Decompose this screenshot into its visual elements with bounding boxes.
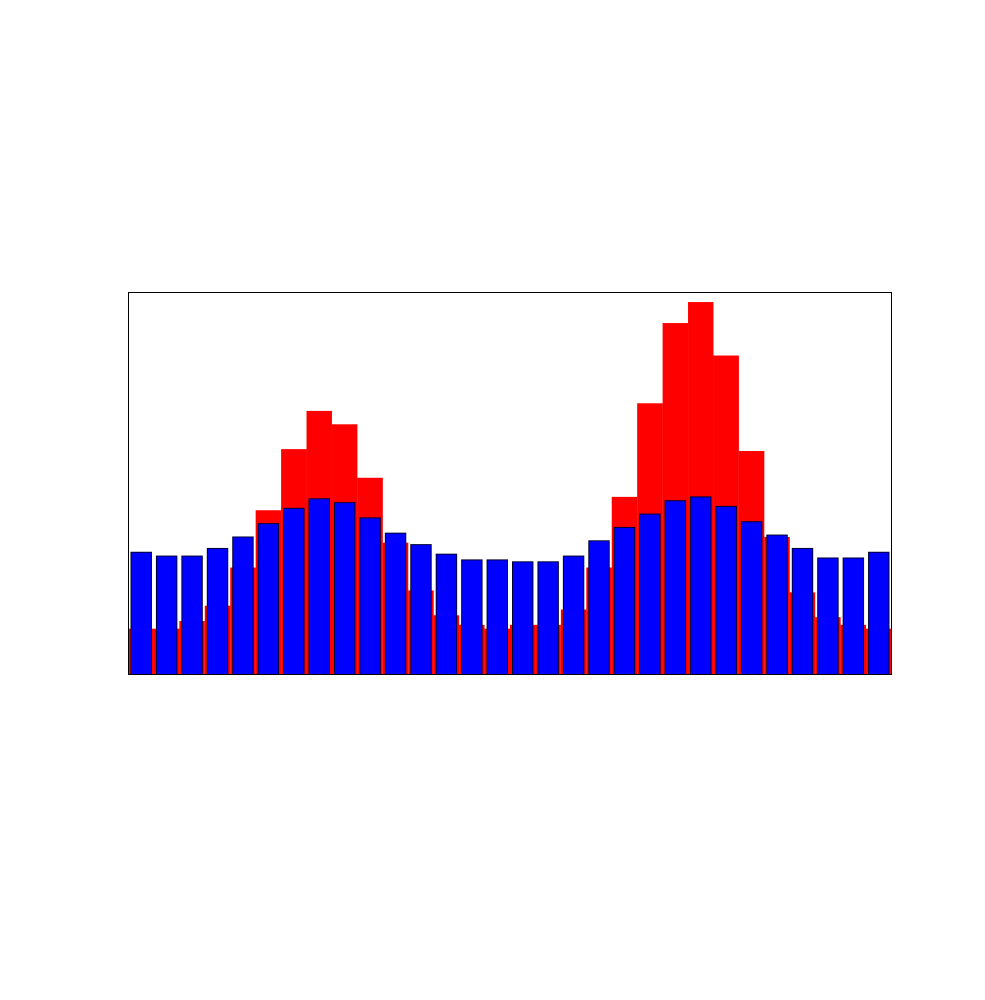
blue-bar-13 [435,553,458,675]
blue-bar-8 [308,498,330,675]
blue-bar-14 [461,559,483,676]
blue-bar-22 [664,500,687,675]
blue-bar-24 [715,505,737,676]
blue-bar-23 [690,496,712,675]
blue-bar-18 [562,555,585,676]
blue-bar-12 [410,544,432,675]
blue-bar-5 [232,536,254,675]
blue-bar-28 [817,557,839,675]
blue-bar-27 [791,547,814,675]
blue-bar-15 [486,559,509,676]
blue-bar-29 [842,557,865,675]
blue-bar-17 [537,561,559,675]
blue-bar-3 [181,555,203,676]
blue-bar-30 [868,551,890,676]
blue-bar-25 [740,521,763,676]
blue-bar-2 [155,555,178,676]
blue-bar-11 [384,532,407,675]
blue-bar-26 [766,534,788,675]
blue-bar-16 [512,561,534,675]
blue-bar-9 [333,502,356,675]
plot-frame [128,292,892,675]
blue-bar-21 [639,513,661,675]
blue-bar-1 [130,551,152,676]
blue-bar-19 [588,540,610,675]
blue-bar-7 [283,507,305,675]
blue-bar-4 [206,547,229,675]
blue-bar-10 [359,517,381,675]
blue-bar-20 [613,526,636,675]
blue-bar-6 [257,523,280,675]
